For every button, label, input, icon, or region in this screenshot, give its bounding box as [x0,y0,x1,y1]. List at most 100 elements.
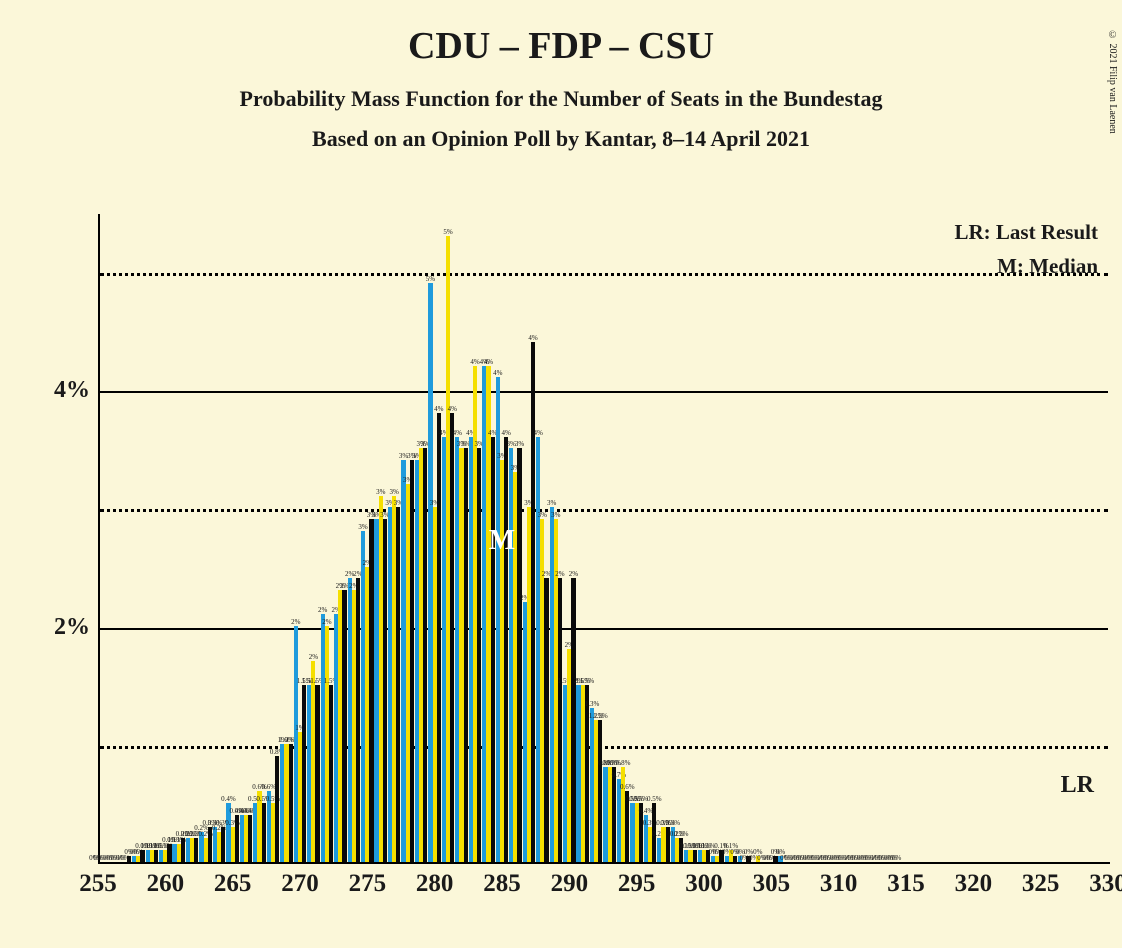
bar-value-label: 1.5% [580,677,595,685]
x-tick-label: 275 [349,870,387,898]
x-tick-label: 285 [483,870,521,898]
bar-series-2 [181,838,185,862]
bar-series-2 [450,413,454,862]
x-tick-label: 300 [685,870,723,898]
bar-value-label: 1.3% [585,700,600,708]
bar-value-label: 3% [551,511,560,519]
bar-series-2 [558,578,562,862]
x-tick-label: 270 [281,870,319,898]
bar-value-label: 3% [538,511,547,519]
bar-series-2 [221,827,225,862]
bar-series-2 [235,815,239,862]
bar-series-2 [531,342,535,862]
bar-value-label: 0.2% [674,830,689,838]
bar-series-2 [383,519,387,862]
bar-value-label: 0.4% [639,807,654,815]
plot-area: 0%0%0%0%0%0%0%0%0%0%0%0.1%0.1%0.1%0.1%0.… [98,214,1108,864]
copyright-text: © 2021 Filip van Laenen [1107,30,1118,134]
bar-series-2 [154,850,158,862]
bar-series-2 [773,856,777,862]
bar-value-label: 4% [493,369,502,377]
bar-value-label: 3% [390,488,399,496]
bar-value-label: 0% [892,854,901,862]
bar-series-2 [517,448,521,862]
bar-value-label: 0.6% [262,783,277,791]
bar-value-label: 4% [501,429,510,437]
bar-value-label: 0.5% [647,795,662,803]
bar-value-label: 4% [448,405,457,413]
bar-value-label: 3% [376,488,385,496]
bar-series-2 [302,685,306,862]
bar-value-label: 2% [322,618,331,626]
bar-value-label: 2% [569,570,578,578]
y-tick-label: 4% [30,377,90,404]
bar-series-2 [544,578,548,862]
bar-series-2 [356,578,360,862]
bar-series-2 [127,856,131,862]
bar-value-label: 4% [528,334,537,342]
x-axis-labels: 2552602652702752802852902953003053103153… [98,870,1110,904]
bar-value-label: 1.2% [593,712,608,720]
bar-value-label: 3% [515,440,524,448]
bar-value-label: 2% [318,606,327,614]
bar-series-2 [491,437,495,862]
bar-value-label: 0.3% [666,819,681,827]
x-tick-label: 255 [79,870,117,898]
bar-series-2 [167,844,171,862]
bar-value-label: 0.4% [221,795,236,803]
bar-series-2 [396,507,400,862]
x-tick-label: 325 [1022,870,1060,898]
bar-value-label: 3% [358,523,367,531]
x-tick-label: 320 [955,870,993,898]
chart-title: CDU – FDP – CSU [0,24,1122,68]
x-tick-label: 310 [820,870,858,898]
bar-value-label: 2% [555,570,564,578]
bar-series-2 [423,448,427,862]
bar-series-2 [733,856,737,862]
bar-value-label: 4% [470,358,479,366]
bar-value-label: 5% [443,228,452,236]
chart-container: LR: Last Result M: Median 2%4% 0%0%0%0%0… [30,214,1110,904]
bar-series-2 [693,850,697,862]
bar-series-2 [289,744,293,862]
bar-value-label: 4% [484,358,493,366]
x-tick-label: 330 [1089,870,1122,898]
bar-series-2 [504,437,508,862]
lr-marker: LR [1061,772,1094,799]
x-tick-label: 315 [887,870,925,898]
bar-series-2 [369,519,373,862]
bar-series-2 [315,685,319,862]
bar-series-2 [140,850,144,862]
bar-value-label: 4% [533,429,542,437]
bar-value-label: 5% [426,275,435,283]
bar-series-2 [571,578,575,862]
x-tick-label: 295 [618,870,656,898]
x-tick-label: 265 [214,870,252,898]
median-marker: M [489,525,515,557]
x-tick-label: 260 [147,870,185,898]
bar-series-2 [598,720,602,862]
bar-series-2 [342,590,346,862]
bar-series-2 [464,448,468,862]
bar-series-2 [410,460,414,862]
x-tick-label: 280 [416,870,454,898]
bar-series-2 [329,685,333,862]
x-tick-label: 305 [753,870,791,898]
bar-series-2 [194,838,198,862]
bar-series-2 [262,803,266,862]
bar-value-label: 4% [434,405,443,413]
chart-subtitle2: Based on an Opinion Poll by Kantar, 8–14… [0,126,1122,152]
bar-series-2 [248,815,252,862]
bar-value-label: 2% [309,653,318,661]
y-tick-label: 2% [30,614,90,641]
bar-series-2 [477,448,481,862]
bar-value-label: 0.5% [633,795,648,803]
bar-series-2 [437,413,441,862]
bar-series-2 [612,767,616,862]
bar-value-label: 3% [547,499,556,507]
bar-value-label: 2% [291,618,300,626]
bar-value-label: 0.8% [616,759,631,767]
bar-value-label: 4% [453,429,462,437]
chart-subtitle: Probability Mass Function for the Number… [0,86,1122,112]
bar-series-2 [275,756,279,862]
